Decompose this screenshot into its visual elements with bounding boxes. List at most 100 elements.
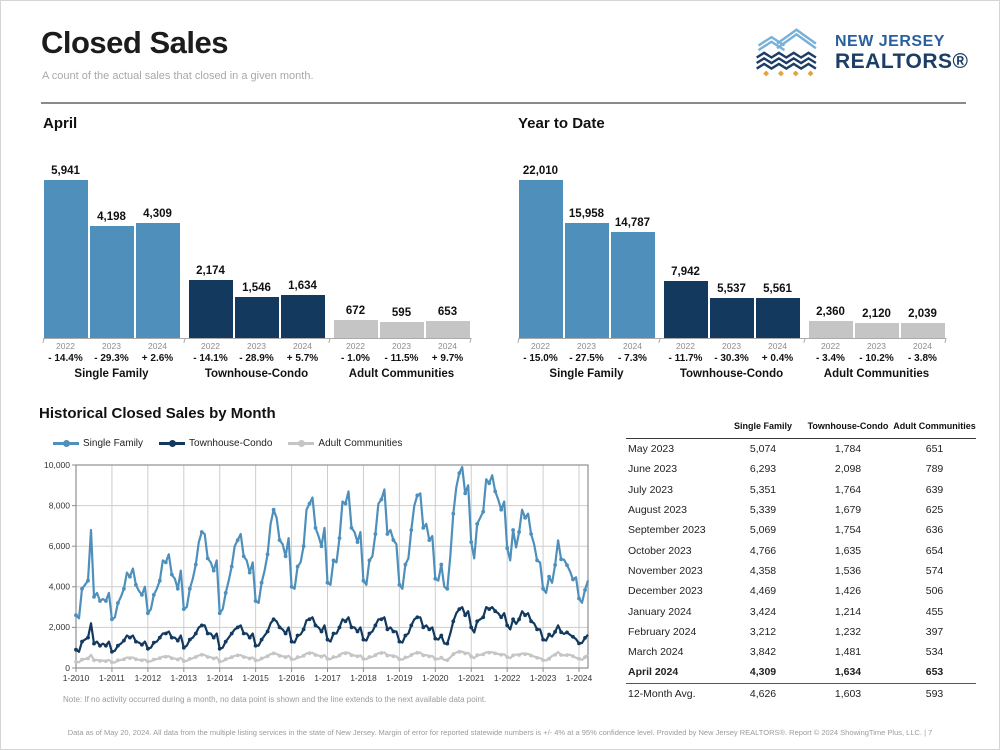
series-point: [487, 650, 492, 655]
series-point: [373, 623, 378, 628]
series-point: [325, 657, 330, 661]
series-point: [223, 639, 228, 644]
series-point: [553, 563, 557, 567]
series-point: [211, 568, 216, 573]
table-header-cell: Adult Communities: [893, 421, 976, 431]
bar-cell: 1,634: [280, 280, 325, 338]
change-label: - 28.9%: [239, 353, 274, 364]
row-value: 4,358: [749, 564, 777, 577]
series-point: [122, 638, 126, 643]
row-value: 397: [925, 625, 944, 638]
series-point: [463, 651, 468, 656]
series-point: [331, 655, 336, 659]
series-point: [553, 652, 557, 657]
series-point: [289, 584, 294, 589]
x-tick-label: 1-2011: [99, 673, 125, 683]
series-point: [385, 627, 390, 632]
year-label: 2024: [623, 341, 642, 351]
series-point: [98, 659, 102, 663]
series-point: [397, 582, 402, 587]
bar-value-label: 2,120: [862, 307, 891, 320]
axis-tick: [469, 337, 472, 344]
series-point: [361, 578, 366, 583]
series-point: [541, 586, 545, 591]
year-label: 2022: [346, 341, 365, 351]
series-point: [319, 544, 324, 549]
bar-cell: 672: [333, 305, 378, 338]
bar-axis-labels: 2022 2023 2024 - 15.0% - 27.5% - 7.3% Single F…: [518, 341, 946, 380]
series-point: [229, 655, 234, 660]
series-point: [463, 491, 468, 496]
row-label: January 2024: [628, 605, 692, 618]
series-point: [175, 586, 180, 591]
legend-line-marker: [159, 440, 186, 447]
year-label: 2023: [577, 341, 596, 351]
bars-row: 2,174 1,546 1,634: [188, 141, 325, 338]
series-point: [98, 599, 102, 603]
legend-line-marker: [53, 440, 79, 447]
row-value: 5,351: [749, 483, 777, 496]
row-value: 3,842: [749, 646, 777, 659]
bars-row: 7,942 5,537 5,561: [663, 141, 800, 338]
change-label: - 11.5%: [384, 353, 419, 364]
bar: [135, 223, 180, 338]
series-point: [403, 562, 408, 567]
series-point: [289, 657, 294, 661]
bar-value-label: 7,942: [671, 266, 700, 278]
row-value: 1,536: [834, 564, 862, 577]
bar-strip: 5,941 4,198 4,309 2,174 1,546 1,634 672 595 653: [42, 141, 472, 344]
series-point: [571, 634, 575, 639]
series-point: [535, 558, 539, 563]
row-value: 653: [925, 666, 944, 679]
series-point: [259, 580, 264, 585]
series-point: [181, 645, 186, 650]
bar: [610, 231, 655, 338]
series-point: [116, 643, 120, 648]
group-label: Single Family: [549, 368, 624, 380]
series-point: [337, 625, 342, 630]
change-label: + 5.7%: [286, 353, 319, 364]
bar-cell: 653: [425, 306, 470, 338]
nj-realtors-logo-text: NEW JERSEY REALTORS®: [835, 33, 969, 73]
bar-value-label: 1,546: [242, 281, 271, 294]
page-subtitle: A count of the actual sales that closed …: [42, 70, 314, 82]
legend-item: Adult Communities: [288, 438, 402, 449]
year-row: 2022 2023 2024: [663, 341, 800, 351]
series-point: [247, 656, 252, 661]
bar-cell: 5,941: [43, 165, 88, 338]
bar: [564, 223, 609, 338]
series-point: [80, 586, 84, 591]
row-label: December 2023: [628, 585, 703, 598]
series-point: [265, 654, 270, 659]
row-value: 1,764: [834, 483, 862, 496]
series-line-townhouse_condo: [75, 606, 589, 653]
axis-tick: [944, 337, 947, 344]
y-tick-label: 8,000: [49, 500, 71, 510]
series-point: [529, 532, 533, 536]
year-row: 2022 2023 2024: [333, 341, 470, 351]
series-point: [475, 653, 480, 658]
series-point: [415, 493, 420, 498]
series-point: [110, 617, 114, 622]
row-value: 789: [925, 463, 944, 476]
bar-cell: 22,010: [518, 165, 563, 338]
series-point: [187, 657, 192, 661]
series-point: [511, 617, 515, 622]
series-point: [355, 654, 360, 659]
series-point: [379, 497, 384, 502]
legend-label: Townhouse-Condo: [189, 438, 273, 449]
series-point: [325, 637, 330, 642]
series-point: [283, 554, 288, 559]
row-value: 1,214: [834, 605, 862, 618]
series-point: [92, 658, 96, 663]
bars-row: 2,360 2,120 2,039: [808, 141, 945, 338]
series-point: [385, 653, 390, 658]
series-point: [163, 560, 168, 565]
row-label: July 2023: [628, 483, 673, 496]
series-point: [415, 650, 420, 655]
bar-cell: 7,942: [663, 266, 708, 338]
series-point: [104, 659, 108, 663]
series-point: [193, 655, 198, 659]
series-point: [445, 586, 450, 591]
row-value: 4,766: [749, 544, 777, 557]
